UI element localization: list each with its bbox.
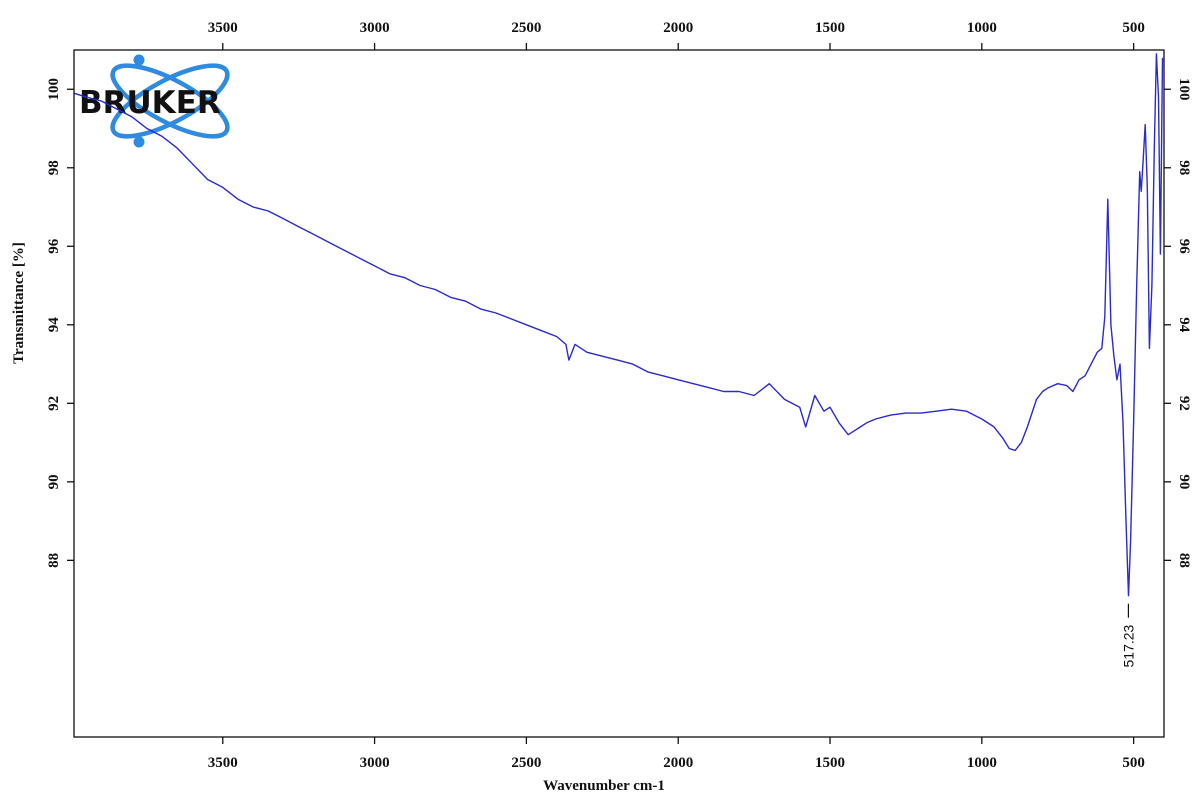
annotation-layer: 517.23 (1120, 603, 1136, 668)
x-tick-label-bottom-2500: 2500 (511, 755, 541, 771)
series-layer (73, 53, 1164, 597)
plot-frame (73, 49, 1165, 738)
logo-orbit-1-icon (110, 63, 230, 139)
y-tick-label-left-88: 88 (46, 553, 62, 568)
y-tick-label-left-94: 94 (46, 317, 62, 333)
y-tick-label-left-90: 90 (46, 474, 62, 489)
x-tick-label-top-2000: 2000 (663, 20, 693, 36)
y-tick-label-right-98: 98 (1176, 160, 1192, 175)
x-tick-label-bottom-1000: 1000 (967, 755, 997, 771)
logo-electron-top-icon (133, 54, 145, 66)
x-tick-label-top-1000: 1000 (967, 20, 997, 36)
y-axis-title: Transmittance [%] (11, 242, 27, 364)
y-tick-label-right-88: 88 (1176, 553, 1192, 568)
y-tick-label-right-90: 90 (1176, 474, 1192, 489)
x-tick-label-bottom-1500: 1500 (815, 755, 845, 771)
x-tick-label-bottom-3500: 3500 (208, 755, 238, 771)
x-tick-label-top-1500: 1500 (815, 20, 845, 36)
x-tick-label-bottom-500: 500 (1122, 755, 1145, 771)
x-tick-label-bottom-2000: 2000 (663, 755, 693, 771)
x-tick-label-top-500: 500 (1122, 20, 1145, 36)
x-axis-title: Wavenumber cm-1 (543, 778, 665, 794)
logo-orbit-2-icon (110, 63, 230, 139)
bruker-logo: BRUKER (79, 54, 230, 148)
y-tick-label-right-92: 92 (1176, 396, 1192, 411)
logo-text: BRUKER (79, 85, 221, 121)
y-tick-label-right-94: 94 (1176, 317, 1192, 333)
x-tick-label-top-3000: 3000 (360, 20, 390, 36)
spectrum-line-0 (73, 53, 1164, 597)
y-tick-label-left-96: 96 (46, 238, 62, 254)
y-tick-label-left-98: 98 (46, 160, 62, 175)
y-tick-label-left-100: 100 (46, 78, 62, 101)
x-tick-label-bottom-3000: 3000 (360, 755, 390, 771)
y-tick-label-right-96: 96 (1176, 239, 1192, 255)
y-tick-label-right-100: 100 (1176, 78, 1192, 101)
y-tick-label-left-92: 92 (46, 396, 62, 411)
logo-electron-bottom-icon (133, 136, 145, 148)
peak-label-0: 517.23 (1120, 624, 1136, 667)
tick-layer: 3500 3500 3000 3000 2500 2500 2000 2000 1500 1500… (46, 20, 1192, 771)
x-tick-label-top-3500: 3500 (208, 20, 238, 36)
x-tick-label-top-2500: 2500 (511, 20, 541, 36)
